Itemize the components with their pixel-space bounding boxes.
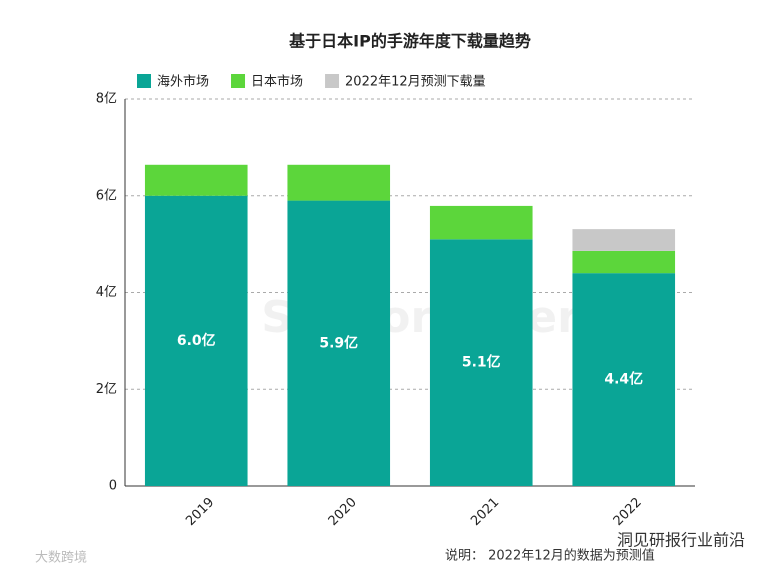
- legend-label: 日本市场: [251, 74, 303, 90]
- value-label: 5.1亿: [462, 354, 501, 371]
- bar-segment: [429, 239, 533, 486]
- x-tick-label: 2022: [611, 495, 645, 529]
- bar-segment: [572, 250, 676, 274]
- chart-title: 基于日本IP的手游年度下载量趋势: [288, 32, 531, 51]
- y-tick-label: 4亿: [96, 285, 117, 300]
- legend-swatch: [325, 74, 340, 88]
- watermark: 洞见研报行业前沿: [617, 531, 745, 550]
- note: 说明： 2022年12月的数据为预测值: [445, 548, 655, 564]
- value-label: 6.0亿: [177, 332, 216, 349]
- bar-segment: [287, 200, 391, 486]
- bar-segment: [287, 164, 391, 201]
- x-tick-label: 2021: [468, 495, 502, 529]
- x-tick-label: 2019: [183, 495, 217, 529]
- y-tick-label: 8亿: [96, 92, 117, 107]
- bar-segment: [572, 229, 676, 251]
- watermark: 大数跨境: [35, 551, 87, 566]
- legend-label: 海外市场: [157, 74, 209, 90]
- value-label: 4.4亿: [604, 371, 643, 388]
- bar-segment: [144, 195, 248, 486]
- legend-swatch: [231, 74, 246, 88]
- bar-segment: [144, 164, 248, 196]
- y-tick-label: 6亿: [96, 188, 117, 203]
- x-tick-label: 2020: [326, 495, 360, 529]
- value-label: 5.9亿: [319, 334, 358, 351]
- bar-segment: [429, 205, 533, 240]
- legend-label: 2022年12月预测下载量: [345, 75, 486, 90]
- y-tick-label: 0: [109, 479, 117, 494]
- bar-segment: [572, 273, 676, 486]
- legend-swatch: [137, 74, 151, 88]
- y-tick-label: 2亿: [96, 382, 117, 397]
